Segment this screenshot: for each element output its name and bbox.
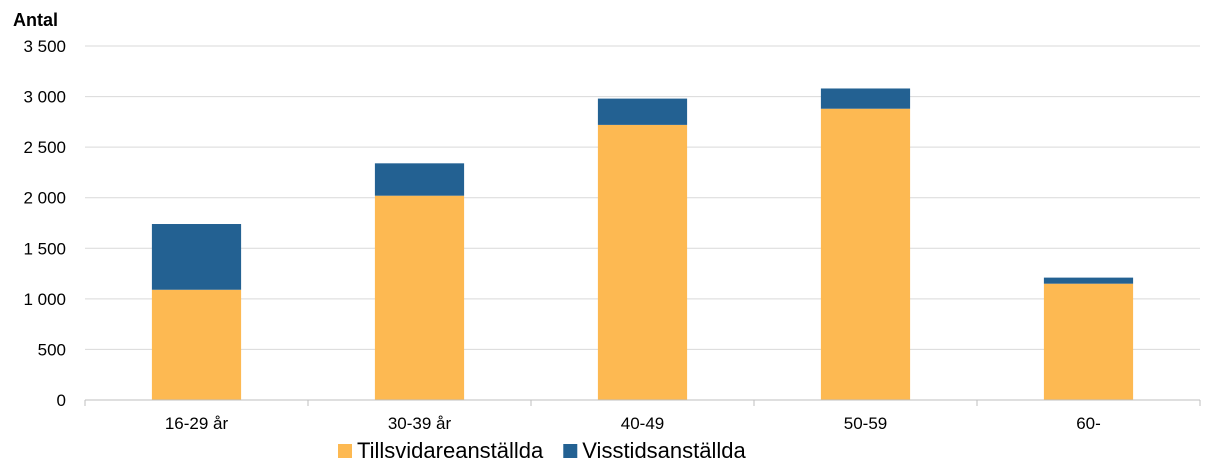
x-tick-label: 16-29 år bbox=[165, 414, 229, 433]
y-tick-label: 2 500 bbox=[23, 138, 66, 157]
bar-segment bbox=[1043, 283, 1134, 400]
legend-label: Visstidsanställda bbox=[582, 438, 746, 463]
y-tick-label: 1 500 bbox=[23, 239, 66, 258]
y-tick-label: 500 bbox=[38, 340, 66, 359]
bar-segment bbox=[151, 224, 242, 290]
x-axis: 16-29 år 30-39 år 40-49 50-59 60- bbox=[84, 399, 1201, 433]
bar-segment bbox=[820, 108, 911, 401]
bar-segment bbox=[151, 289, 242, 400]
legend-label: Tillsvidareanställda bbox=[357, 438, 544, 463]
y-tick-label: 0 bbox=[57, 391, 66, 410]
bar-segment bbox=[820, 88, 911, 109]
x-tick-label: 30-39 år bbox=[388, 414, 452, 433]
y-tick-label: 3 500 bbox=[23, 37, 66, 56]
legend: Tillsvidareanställda Visstidsanställda bbox=[338, 438, 747, 463]
bar-segment bbox=[597, 124, 688, 401]
legend-swatch bbox=[338, 444, 352, 458]
bars bbox=[151, 88, 1134, 401]
y-axis-title: Antal bbox=[13, 10, 58, 30]
bar-segment bbox=[1043, 277, 1134, 284]
y-tick-label: 2 000 bbox=[23, 189, 66, 208]
bar-segment bbox=[374, 195, 465, 400]
y-tick-label: 3 000 bbox=[23, 88, 66, 107]
y-tick-label: 1 000 bbox=[23, 290, 66, 309]
x-tick-label: 40-49 bbox=[621, 414, 664, 433]
x-tick-label: 50-59 bbox=[844, 414, 887, 433]
x-tick-label: 60- bbox=[1076, 414, 1101, 433]
bar-segment bbox=[597, 98, 688, 125]
y-axis-ticks: 0 500 1 000 1 500 2 000 2 500 3 000 3 500 bbox=[23, 37, 66, 410]
bar-segment bbox=[374, 163, 465, 196]
legend-swatch bbox=[563, 444, 578, 458]
